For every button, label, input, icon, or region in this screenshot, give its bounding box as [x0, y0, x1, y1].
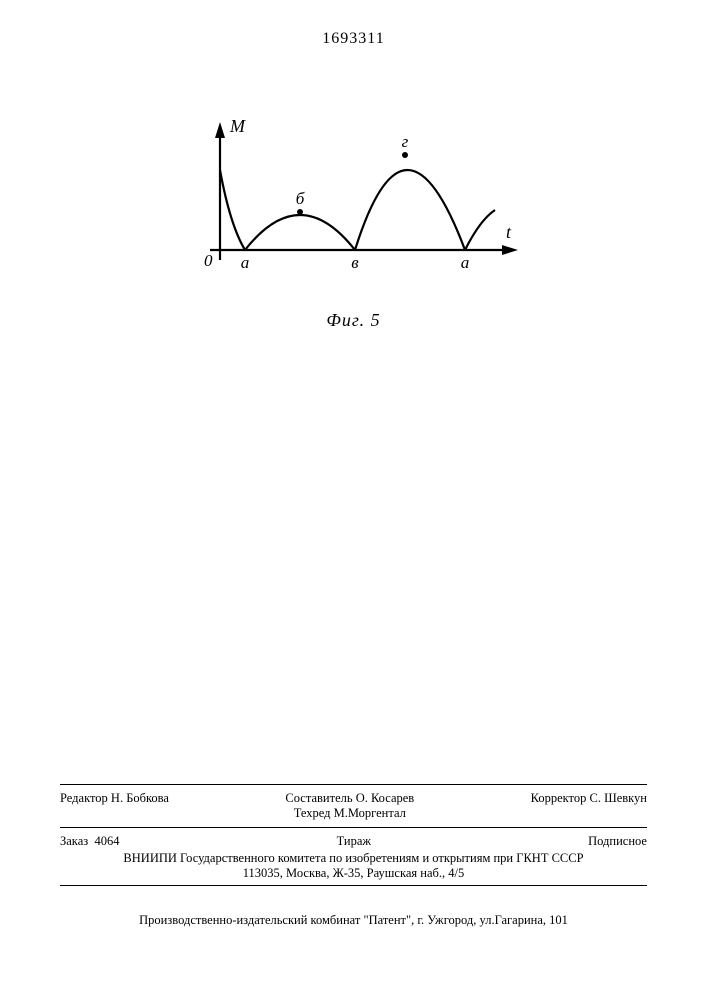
svg-text:г: г: [402, 132, 409, 151]
editor-name: Н. Бобкова: [111, 791, 169, 805]
order: Заказ 4064: [60, 834, 119, 849]
corrector-name: С. Шевкун: [590, 791, 647, 805]
y-axis-arrow: [215, 122, 225, 138]
address-line: 113035, Москва, Ж-35, Раушская наб., 4/5: [60, 866, 647, 881]
corrector-label: Корректор: [531, 791, 587, 805]
figure-5-chart: М t 0 ава бг: [190, 110, 530, 310]
origin-label: 0: [204, 251, 213, 270]
divider: [60, 885, 647, 886]
compiler-name: О. Косарев: [356, 791, 415, 805]
org-line: ВНИИПИ Государственного комитета по изоб…: [60, 851, 647, 866]
svg-text:б: б: [296, 189, 305, 208]
document-number: 1693311: [0, 30, 707, 48]
subscription-label: Подписное: [588, 834, 647, 849]
order-number: 4064: [94, 834, 119, 848]
svg-text:а: а: [461, 253, 470, 272]
divider: [60, 827, 647, 828]
imprint-line: Производственно-издательский комбинат "П…: [60, 913, 647, 928]
colophon-block: Редактор Н. Бобкова Составитель О. Косар…: [60, 780, 647, 890]
figure-caption: Фиг. 5: [0, 310, 707, 331]
corrector: Корректор С. Шевкун: [531, 791, 647, 821]
svg-text:в: в: [351, 253, 359, 272]
curve: [220, 170, 495, 250]
center-credits: Составитель О. Косарев Техред М.Моргента…: [285, 791, 414, 821]
techred-label: Техред: [294, 806, 331, 820]
x-tick-labels: ава: [241, 253, 470, 272]
chart-svg: М t 0 ава бг: [190, 110, 530, 290]
svg-text:а: а: [241, 253, 250, 272]
order-label: Заказ: [60, 834, 88, 848]
editor: Редактор Н. Бобкова: [60, 791, 169, 821]
y-axis-label: М: [229, 116, 246, 136]
divider: [60, 784, 647, 785]
editor-label: Редактор: [60, 791, 108, 805]
tirazh-label: Тираж: [337, 834, 371, 849]
x-axis-label: t: [506, 222, 512, 242]
curve-markers: бг: [296, 132, 409, 215]
techred-name: М.Моргентал: [334, 806, 406, 820]
compiler-label: Составитель: [285, 791, 352, 805]
x-axis-arrow: [502, 245, 518, 255]
